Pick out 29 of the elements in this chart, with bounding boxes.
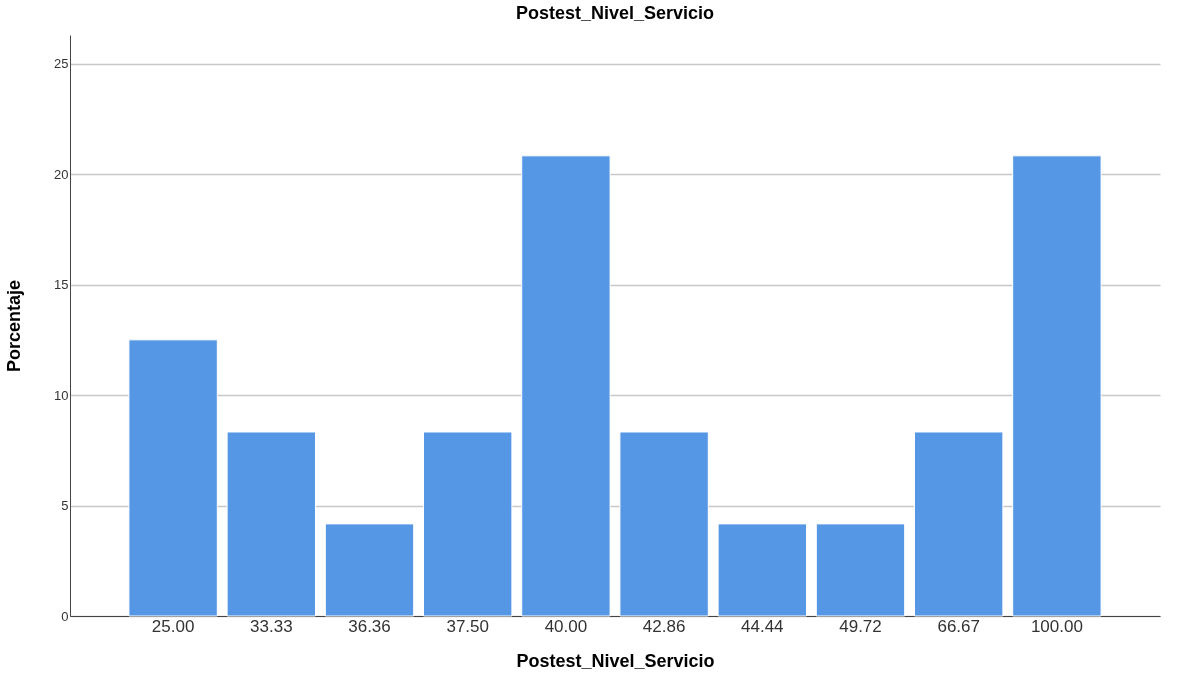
y-tick-label: 20	[54, 166, 69, 182]
x-tick-label: 36.36	[348, 616, 391, 636]
chart-title: Postest_Nivel_Servicio	[515, 3, 715, 23]
y-tick-label: 15	[54, 277, 69, 293]
bar	[619, 431, 709, 617]
y-tick-label: 10	[54, 387, 69, 403]
x-tick-label: 33.33	[250, 616, 293, 636]
y-axis-title: Porcentaje	[4, 279, 25, 373]
x-tick-label: 44.44	[741, 616, 784, 636]
x-tick-label: 49.72	[839, 616, 882, 636]
x-tick-label: 100.00	[1030, 616, 1083, 636]
bar	[423, 431, 513, 617]
x-tick-label: 25.00	[151, 616, 195, 636]
y-tick-label: 25	[54, 56, 69, 72]
x-axis-title: Postest_Nivel_Servicio	[516, 650, 715, 671]
bar	[324, 523, 415, 617]
x-tick-label: 66.67	[937, 616, 980, 636]
x-tick-label: 42.86	[642, 616, 686, 636]
x-tick-label: 40.00	[544, 616, 588, 636]
y-tick-label: 0	[61, 608, 69, 624]
bar	[128, 339, 218, 617]
bar	[914, 431, 1004, 617]
bar	[226, 431, 316, 617]
y-tick-label: 5	[61, 498, 69, 514]
bar	[717, 523, 807, 617]
bar	[815, 523, 906, 617]
bar	[521, 155, 611, 617]
x-tick-label: 37.50	[446, 616, 489, 636]
bar	[1012, 155, 1102, 617]
